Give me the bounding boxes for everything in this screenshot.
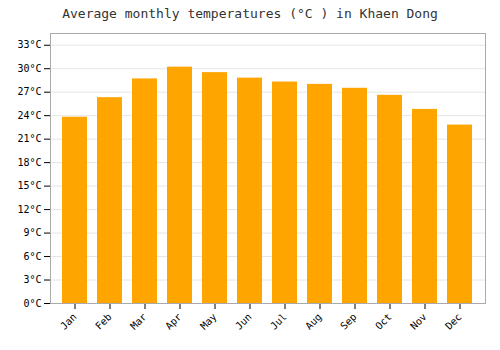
svg-text:3°C: 3°C	[23, 274, 41, 285]
svg-text:Jun: Jun	[233, 311, 254, 332]
svg-text:6°C: 6°C	[23, 251, 41, 262]
svg-text:Mar: Mar	[128, 311, 149, 332]
svg-text:15°C: 15°C	[17, 180, 41, 191]
html-text:Average monthly temperatures (: Average monthly temperatures (°C ) in Kh…	[62, 6, 438, 21]
svg-text:33°C: 33°C	[17, 39, 41, 50]
svg-text:18°C: 18°C	[17, 157, 41, 168]
svg-text:Oct: Oct	[373, 311, 394, 332]
svg-text:Nov: Nov	[408, 311, 429, 332]
svg-text:Feb: Feb	[93, 311, 114, 332]
svg-text:Aug: Aug	[303, 311, 324, 332]
svg-text:27°C: 27°C	[17, 86, 41, 97]
svg-text:30°C: 30°C	[17, 63, 41, 74]
svg-text:21°C: 21°C	[17, 133, 41, 144]
svg-text:Dec: Dec	[443, 311, 464, 332]
svg-text:12°C: 12°C	[17, 204, 41, 215]
svg-text:0°C: 0°C	[23, 298, 41, 309]
svg-text:Sep: Sep	[338, 311, 359, 332]
svg-text:9°C: 9°C	[23, 227, 41, 238]
svg-text:Jul: Jul	[268, 311, 289, 332]
svg-text:Jan: Jan	[58, 311, 79, 332]
svg-text:24°C: 24°C	[17, 110, 41, 121]
svg-text:May: May	[198, 311, 219, 332]
svg-text:Apr: Apr	[163, 311, 184, 332]
